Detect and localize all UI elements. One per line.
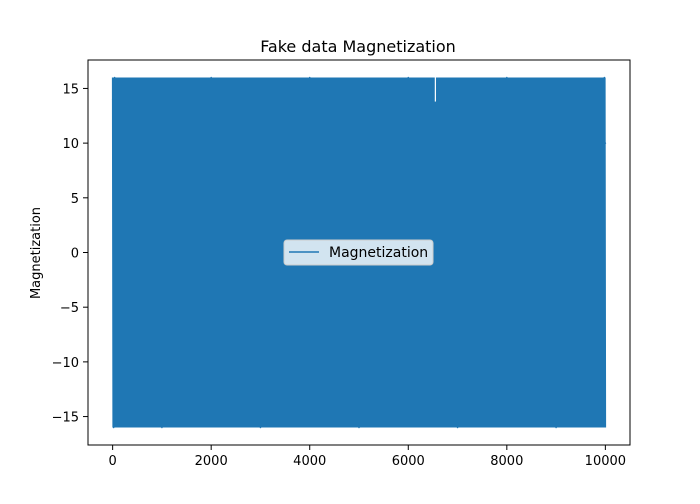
y-tick-label: 10: [62, 137, 79, 152]
x-axis: 0 2000 4000 6000 8000 10000: [108, 445, 626, 469]
x-tick-label: 4000: [293, 454, 326, 469]
y-tick-label: 0: [71, 247, 79, 262]
x-tick-label: 0: [108, 454, 116, 469]
y-tick-label: 5: [71, 192, 79, 207]
series-point: [555, 426, 557, 429]
y-tick-label: −15: [52, 411, 79, 426]
legend-box: [283, 239, 434, 266]
series-point: [113, 76, 116, 79]
series-point: [604, 142, 607, 144]
y-axis-label: Magnetization: [29, 207, 44, 299]
x-tick-label: 2000: [195, 454, 228, 469]
series-point: [259, 426, 262, 429]
legend: Magnetization: [283, 239, 434, 266]
y-axis: −15 −10 −5 0 5 10 15: [52, 82, 88, 426]
legend-label-magnetization: Magnetization: [329, 245, 428, 261]
x-tick-label: 6000: [392, 454, 425, 469]
series-point: [407, 76, 410, 79]
series-point: [112, 426, 115, 429]
y-tick-label: −10: [52, 356, 79, 371]
series-point: [506, 76, 508, 79]
x-tick-label: 10000: [585, 454, 626, 469]
series-point: [161, 426, 163, 429]
series-point: [111, 98, 114, 101]
series-point: [456, 426, 459, 429]
series-point: [308, 76, 311, 79]
y-tick-label: −5: [60, 301, 79, 316]
chart-title: Fake data Magnetization: [260, 37, 456, 56]
series-point: [603, 76, 606, 79]
x-tick-label: 8000: [490, 454, 523, 469]
series-point: [210, 76, 212, 79]
series-point: [358, 426, 360, 429]
y-tick-label: 15: [62, 82, 79, 97]
